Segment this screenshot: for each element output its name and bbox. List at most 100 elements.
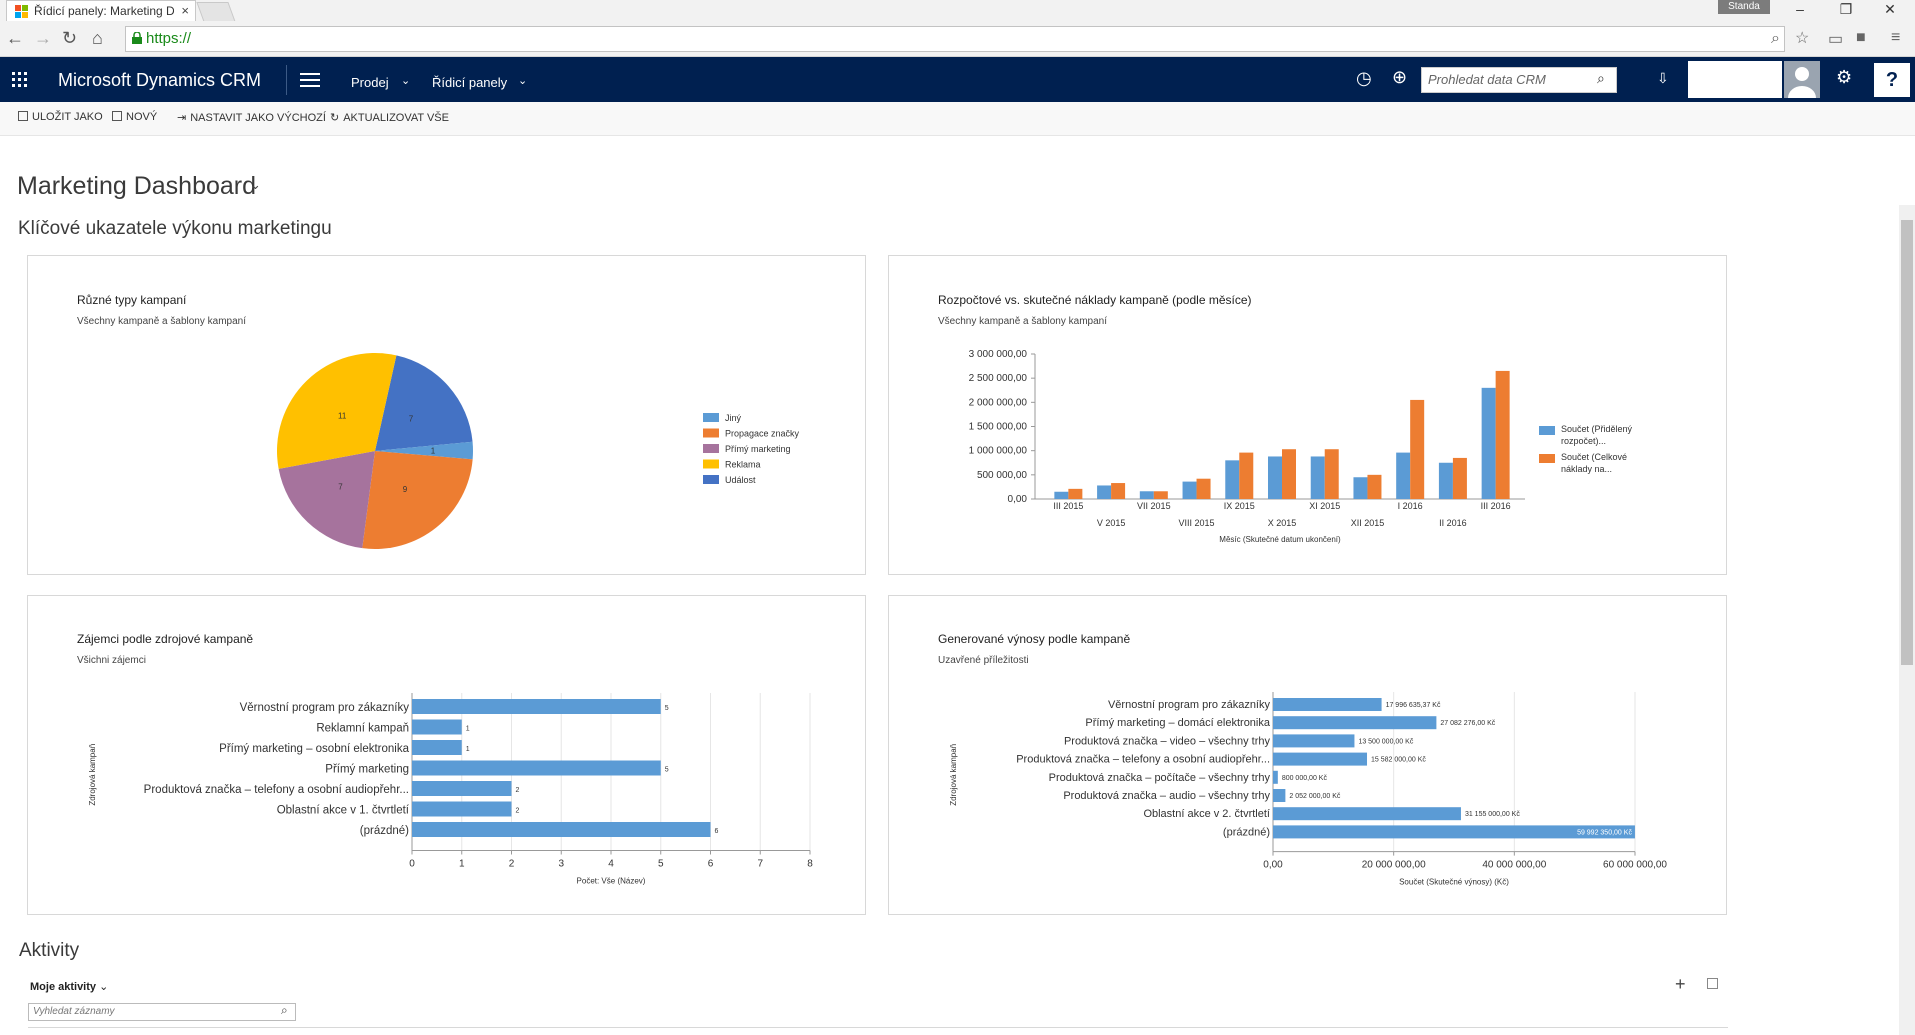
avatar[interactable] — [1784, 61, 1820, 98]
records-search-input[interactable]: Vyhledat záznamy — [28, 1003, 296, 1021]
column-bar[interactable] — [1396, 452, 1411, 499]
column-bar[interactable] — [1111, 483, 1126, 499]
bar[interactable] — [412, 822, 711, 837]
slice-label[interactable]: 7 — [338, 483, 343, 492]
extension-icon[interactable]: ■ — [1856, 29, 1866, 46]
column-bar[interactable] — [1054, 491, 1069, 499]
dashboard-selector-chevron-icon[interactable]: ⌄ — [250, 177, 261, 192]
url-input[interactable]: https:// — [125, 26, 1785, 52]
column-bar[interactable] — [1182, 481, 1197, 499]
recent-items-clock-icon[interactable]: ◷ — [1356, 68, 1372, 88]
column-bar[interactable] — [1196, 478, 1211, 499]
nav-page-dashboards[interactable]: Řídicí panely — [432, 75, 508, 90]
scrollbar-thumb[interactable] — [1901, 220, 1913, 665]
search-icon[interactable]: ⌕ — [1597, 70, 1605, 86]
app-grid-icon[interactable] — [12, 72, 27, 87]
chevron-down-icon[interactable]: ⌄ — [401, 75, 411, 87]
chart-panel-budget-vs-actual[interactable]: Rozpočtové vs. skutečné náklady kampaně … — [888, 255, 1727, 575]
column-bar[interactable] — [1495, 370, 1510, 499]
user-info-box[interactable] — [1688, 61, 1782, 98]
column-bar[interactable] — [1097, 485, 1112, 499]
column-bar[interactable] — [1139, 491, 1154, 499]
chevron-down-icon[interactable]: ⌄ — [518, 75, 528, 87]
column-bar[interactable] — [1068, 488, 1083, 499]
bookmark-star-icon[interactable]: ☆ — [1795, 30, 1810, 47]
slice-label[interactable]: 11 — [338, 412, 347, 421]
crm-search-input[interactable]: Prohledat data CRM — [1421, 67, 1617, 93]
column-bar[interactable] — [1410, 399, 1425, 499]
help-icon[interactable]: ? — [1874, 63, 1910, 97]
column-bar[interactable] — [1367, 474, 1382, 499]
minimize-button[interactable]: – — [1796, 1, 1804, 17]
bar[interactable] — [1273, 734, 1355, 748]
column-bar[interactable] — [1268, 456, 1282, 499]
nav-area-prodej[interactable]: Prodej — [351, 75, 389, 90]
bar[interactable] — [412, 760, 661, 776]
save-as-button[interactable]: ULOŽIT JAKO — [18, 111, 103, 123]
back-icon[interactable]: ← — [6, 28, 24, 48]
pie-slice[interactable] — [375, 355, 473, 451]
chart-panel-leads-by-campaign[interactable]: Zájemci podle zdrojové kampaně Všichni z… — [27, 595, 866, 915]
bar[interactable] — [412, 740, 462, 755]
restore-button[interactable]: ❐ — [1839, 1, 1853, 17]
pie-slice[interactable] — [362, 451, 473, 549]
set-default-button[interactable]: ⇥ NASTAVIT JAKO VÝCHOZÍ — [177, 112, 326, 124]
bar[interactable] — [1273, 770, 1278, 784]
forward-icon[interactable]: → — [34, 28, 52, 48]
advanced-find-icon[interactable]: ⇩ — [1657, 70, 1669, 86]
refresh-all-button[interactable]: ↻ AKTUALIZOVAT VŠE — [330, 112, 449, 124]
bar[interactable] — [412, 719, 462, 735]
pie-chart[interactable]: 7 1 9 7 11 Jiný Propagace značky Přímý marketin… — [28, 256, 867, 576]
browser-user-badge[interactable]: Standa — [1718, 0, 1770, 14]
hamburger-menu-icon[interactable] — [300, 73, 320, 87]
chart-panel-campaign-types[interactable]: Různé typy kampaní Všechny kampaně a šab… — [27, 255, 866, 575]
bar[interactable] — [1273, 752, 1368, 766]
new-dashboard-button[interactable]: NOVÝ — [112, 111, 157, 123]
bar[interactable] — [1273, 825, 1635, 839]
new-tab-button[interactable] — [196, 2, 236, 22]
slice-label[interactable]: 1 — [431, 447, 436, 456]
browser-tab[interactable]: Řídicí panely: Marketing D × — [6, 0, 196, 21]
pie-slice[interactable] — [277, 353, 397, 469]
zoom-icon[interactable]: ⌕ — [1771, 30, 1780, 47]
column-bar[interactable] — [1310, 456, 1325, 499]
pie-slice[interactable] — [278, 451, 375, 549]
add-record-plus-icon[interactable]: + — [1675, 974, 1686, 994]
activities-view-selector[interactable]: Moje aktivity ⌄ — [30, 981, 109, 993]
app-title[interactable]: Microsoft Dynamics CRM — [58, 70, 262, 90]
horizontal-bar-chart[interactable]: 0,00 20 000 000,00 40 000 000,00 60 000 000… — [889, 596, 1728, 916]
settings-gear-icon[interactable]: ⚙ — [1836, 67, 1853, 87]
tab-close-icon[interactable]: × — [181, 3, 189, 18]
reload-icon[interactable]: ↻ — [62, 28, 78, 48]
column-bar[interactable] — [1225, 460, 1240, 499]
column-bar[interactable] — [1282, 449, 1296, 499]
column-bar[interactable] — [1481, 387, 1496, 499]
chart-panel-revenue-by-campaign[interactable]: Generované výnosy podle kampaně Uzavřené… — [888, 595, 1727, 915]
chevron-down-icon[interactable]: ⌄ — [99, 981, 109, 993]
bar[interactable] — [412, 699, 661, 714]
column-bar[interactable] — [1239, 452, 1254, 499]
column-bar[interactable] — [1324, 449, 1339, 499]
column-bar[interactable] — [1153, 491, 1168, 499]
grid-view-icon[interactable] — [1707, 978, 1718, 989]
column-bar[interactable] — [1438, 462, 1453, 499]
extension-chat-icon[interactable]: ▭ — [1828, 31, 1844, 48]
slice-label[interactable]: 9 — [403, 485, 408, 494]
bar[interactable] — [1273, 807, 1461, 821]
column-bar[interactable] — [1452, 457, 1467, 499]
bar[interactable] — [1273, 716, 1437, 730]
column-bar[interactable] — [1353, 477, 1368, 499]
bar[interactable] — [412, 801, 512, 817]
bar[interactable] — [412, 781, 512, 796]
pie-slice[interactable] — [375, 441, 473, 460]
create-new-plus-icon[interactable]: ⊕ — [1392, 67, 1408, 87]
horizontal-bar-chart[interactable]: 0 1 2 3 4 5 6 7 8 Věrnostní program pro zákazníky… — [28, 596, 867, 916]
slice-label[interactable]: 7 — [409, 415, 414, 424]
page-title[interactable]: Marketing Dashboard — [17, 172, 257, 200]
column-chart[interactable]: 0,00 500 000,00 1 000 000,00 1 500 000,00 2 … — [889, 256, 1728, 576]
search-icon[interactable]: ⌕ — [281, 1003, 288, 1017]
window-close-button[interactable]: ✕ — [1884, 1, 1896, 17]
bar[interactable] — [1273, 789, 1286, 802]
bar[interactable] — [1273, 698, 1382, 711]
browser-menu-icon[interactable]: ≡ — [1891, 29, 1901, 46]
